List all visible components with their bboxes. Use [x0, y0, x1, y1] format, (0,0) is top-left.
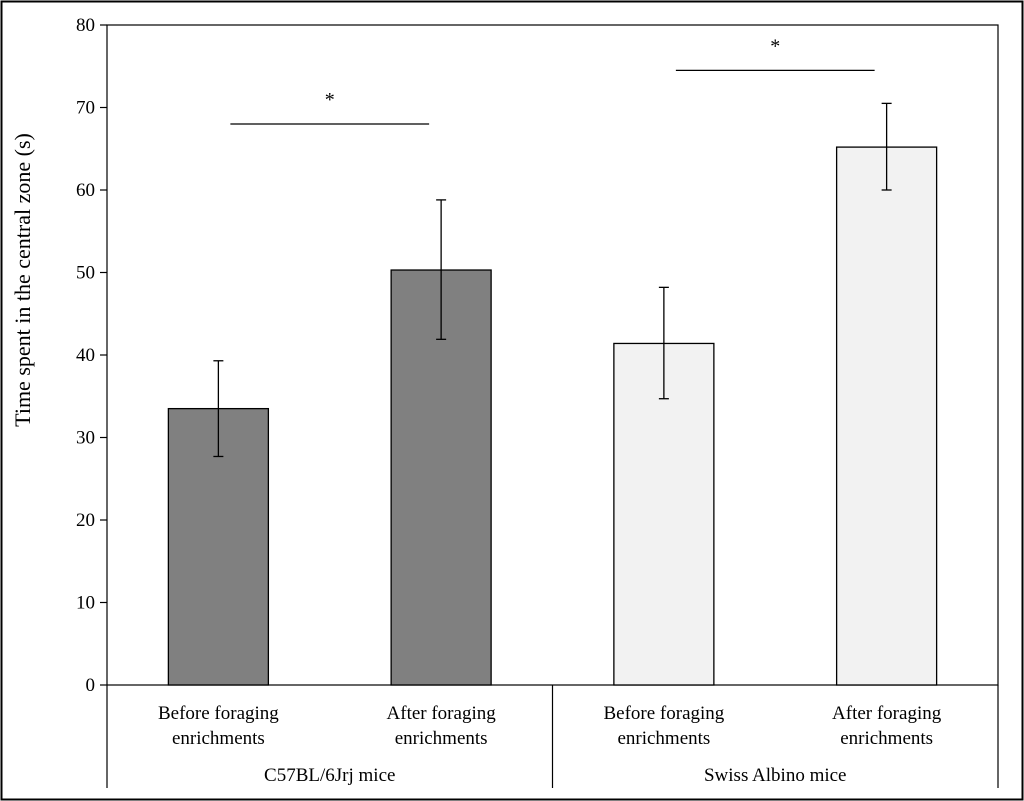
x-axis: Before foraging enrichments After foraging… [106, 685, 999, 788]
y-axis-label: Time spent in the central zone (s) [10, 133, 35, 427]
y-tick-label: 50 [76, 263, 95, 284]
group-label: Swiss Albino mice [704, 765, 847, 786]
bar [613, 342, 715, 686]
y-ticks: 0 10 20 30 40 50 60 70 80 [76, 15, 107, 696]
significance-markers: ** [230, 35, 875, 125]
x-category-label: enrichments [395, 728, 488, 749]
y-tick-label: 60 [76, 180, 95, 201]
y-tick-label: 80 [76, 15, 95, 36]
x-category-label: Before foraging [603, 703, 724, 724]
y-tick-label: 40 [76, 345, 95, 366]
x-category-label: enrichments [840, 728, 933, 749]
x-category-label: Before foraging [158, 703, 279, 724]
x-category-label: After foraging [832, 703, 942, 724]
group-label: C57BL/6Jrj mice [264, 765, 395, 786]
x-category-label: enrichments [617, 728, 710, 749]
y-tick-label: 70 [76, 98, 95, 119]
x-category-label: After foraging [387, 703, 497, 724]
y-tick-label: 20 [76, 510, 95, 531]
error-bars [213, 102, 892, 458]
bar [835, 146, 938, 686]
y-tick-label: 10 [76, 593, 95, 614]
y-tick-label: 0 [86, 675, 96, 696]
y-tick-label: 30 [76, 428, 95, 449]
x-category-label: enrichments [172, 728, 265, 749]
significance-star: * [770, 35, 780, 57]
significance-star: * [325, 89, 335, 111]
